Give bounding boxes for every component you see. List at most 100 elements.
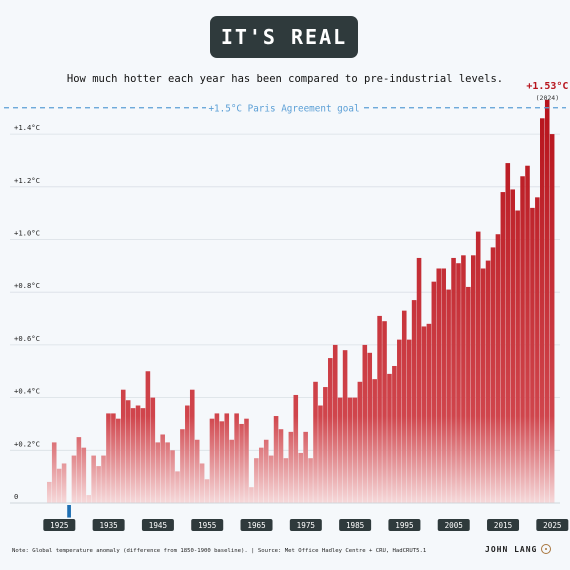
bar-1983 xyxy=(342,350,348,503)
x-tick-tag xyxy=(191,519,224,531)
bar-1956 xyxy=(209,418,215,503)
bar-1970 xyxy=(278,429,284,503)
bar-1979 xyxy=(323,387,328,503)
bar-2011 xyxy=(480,268,486,503)
bar-1973 xyxy=(293,394,299,503)
bar-2025 xyxy=(549,134,555,503)
bar-1966 xyxy=(258,447,264,503)
bar-2014 xyxy=(495,234,501,504)
bar-1985 xyxy=(352,397,358,503)
x-tick-label: 1945 xyxy=(149,521,167,530)
bar-1999 xyxy=(421,326,427,503)
chart-subtitle: How much hotter each year has been compa… xyxy=(66,73,504,85)
bar-1946 xyxy=(160,434,165,503)
bar-2006 xyxy=(456,263,461,503)
bar-1957 xyxy=(214,413,220,503)
bar-1963 xyxy=(244,418,249,503)
bar-1929 xyxy=(76,437,82,503)
bar-1933 xyxy=(96,466,101,503)
bar-2005 xyxy=(451,257,456,503)
bar-1938 xyxy=(120,389,126,503)
bar-1980 xyxy=(328,358,333,503)
bar-2000 xyxy=(426,323,432,503)
bar-1925 xyxy=(56,468,62,503)
bar-1987 xyxy=(362,344,368,503)
y-tick-label: +1.0°C xyxy=(14,229,40,238)
bar-1960 xyxy=(229,439,234,503)
bar-1955 xyxy=(204,479,210,503)
x-tick-tag xyxy=(388,519,421,531)
bar-1949 xyxy=(175,471,180,503)
bar-1984 xyxy=(347,397,353,503)
source-note: Note: Global temperature anomaly (differ… xyxy=(12,548,427,554)
y-tick-label: +0.4°C xyxy=(14,387,40,396)
bar-1995 xyxy=(401,310,407,503)
bar-1930 xyxy=(81,447,87,503)
bar-1939 xyxy=(125,400,131,503)
bar-1994 xyxy=(397,339,402,503)
bar-1968 xyxy=(268,455,274,503)
x-tick-tag xyxy=(43,519,76,531)
bar-1961 xyxy=(234,413,239,503)
x-tick-label: 1965 xyxy=(247,521,265,530)
bar-1959 xyxy=(224,413,230,503)
y-tick-label: +1.2°C xyxy=(14,176,40,185)
bar-1986 xyxy=(357,381,363,503)
bar-1923 xyxy=(47,481,52,503)
bar-1971 xyxy=(283,458,289,503)
bar-1967 xyxy=(263,439,269,503)
x-tick-tag xyxy=(240,519,273,531)
bar-2023 xyxy=(540,118,545,503)
bar-1988 xyxy=(367,352,373,503)
page-title: IT'S REAL xyxy=(220,25,348,49)
bar-2022 xyxy=(535,197,540,503)
bar-1932 xyxy=(91,455,96,503)
paris-goal-label: +1.5°C Paris Agreement goal xyxy=(208,103,359,114)
record-value-label: +1.53°C xyxy=(526,81,568,92)
bar-1975 xyxy=(303,431,308,503)
y-tick-label: +1.4°C xyxy=(14,123,40,132)
bar-2009 xyxy=(470,255,476,503)
bar-2019 xyxy=(520,176,525,503)
bar-2016 xyxy=(505,163,511,503)
record-year-label: (2024) xyxy=(536,94,559,102)
bar-1965 xyxy=(254,458,259,503)
x-tick-label: 1925 xyxy=(50,521,68,530)
bar-1934 xyxy=(101,455,106,503)
paris-goal-label-bg xyxy=(206,100,362,115)
y-tick-label: 0 xyxy=(14,492,18,501)
bar-2024 xyxy=(544,99,550,503)
x-tick-label: 2005 xyxy=(445,521,463,530)
author-logo-icon xyxy=(541,544,551,554)
bar-2004 xyxy=(446,289,451,503)
x-tick-label: 2015 xyxy=(494,521,512,530)
bar-1993 xyxy=(392,365,397,503)
bar-1996 xyxy=(406,339,412,503)
bar-1951 xyxy=(185,405,190,503)
x-tick-label: 1955 xyxy=(198,521,216,530)
bar-1941 xyxy=(135,405,141,503)
bar-1982 xyxy=(337,397,343,503)
bar-1964 xyxy=(249,487,254,503)
bar-1998 xyxy=(416,257,422,503)
bar-1942 xyxy=(140,408,146,503)
bar-2007 xyxy=(461,255,466,503)
bar-1972 xyxy=(288,431,294,503)
bar-2017 xyxy=(510,189,515,503)
x-tick-label: 1985 xyxy=(346,521,364,530)
author-credit: JOHN LANG xyxy=(485,545,538,554)
bar-1981 xyxy=(332,344,338,503)
bar-1940 xyxy=(130,408,136,503)
bar-1958 xyxy=(219,421,225,503)
bar-1952 xyxy=(189,389,195,503)
bar-1992 xyxy=(387,373,392,503)
x-tick-tag xyxy=(536,519,569,531)
x-tick-tag xyxy=(339,519,372,531)
x-tick-tag xyxy=(92,519,125,531)
x-tick-tag xyxy=(289,519,322,531)
bar-2003 xyxy=(441,268,446,503)
bar-1935 xyxy=(106,413,111,503)
bar-1953 xyxy=(194,439,200,503)
bar-2012 xyxy=(485,260,491,503)
